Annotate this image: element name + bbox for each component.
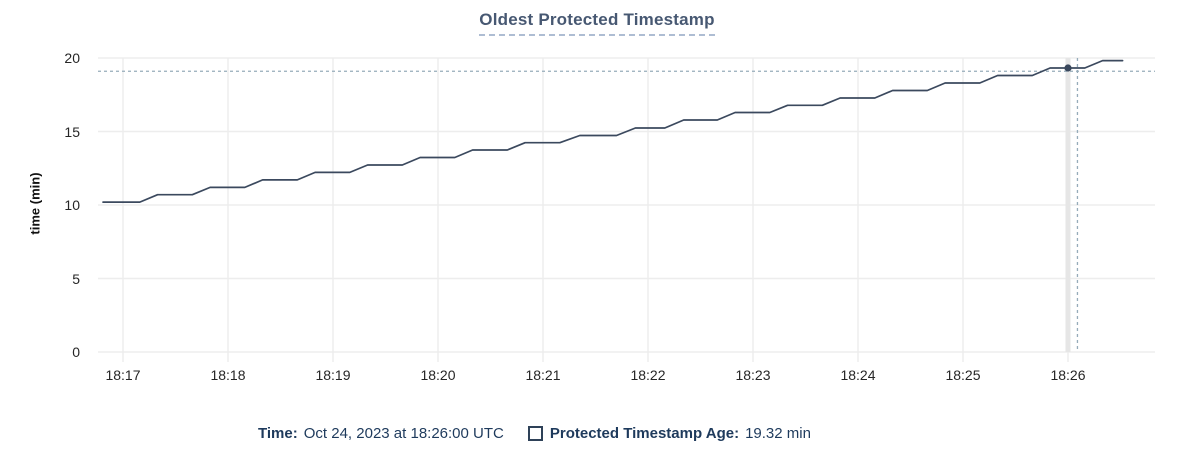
chart-legend: Time: Oct 24, 2023 at 18:26:00 UTC Prote… bbox=[258, 425, 811, 442]
y-tick-label: 5 bbox=[72, 270, 80, 287]
x-tick-label: 18:23 bbox=[735, 367, 771, 383]
hover-guideline bbox=[1065, 58, 1071, 352]
series-checkbox-icon[interactable] bbox=[527, 426, 543, 441]
x-tick-label: 18:24 bbox=[840, 367, 876, 383]
series-value: 19.32 min bbox=[745, 425, 811, 442]
y-tick-label: 10 bbox=[64, 197, 80, 213]
time-value: Oct 24, 2023 at 18:26:00 UTC bbox=[303, 425, 504, 442]
chart-title[interactable]: Oldest Protected Timestamp bbox=[479, 10, 715, 36]
x-tick-label: 18:21 bbox=[525, 367, 561, 383]
hover-point-dot bbox=[1064, 64, 1072, 72]
x-tick-label: 18:18 bbox=[210, 367, 246, 383]
x-tick-label: 18:26 bbox=[1050, 367, 1086, 383]
chart-title-wrap: Oldest Protected Timestamp bbox=[0, 10, 1194, 36]
x-tick-label: 18:20 bbox=[420, 367, 456, 383]
y-tick-label: 20 bbox=[64, 50, 80, 66]
y-tick-label: 0 bbox=[72, 344, 80, 360]
x-tick-label: 18:22 bbox=[630, 367, 666, 383]
series-line bbox=[102, 59, 1124, 203]
series-label: Protected Timestamp Age: bbox=[549, 425, 740, 442]
x-tick-label: 18:25 bbox=[945, 367, 981, 383]
x-tick-label: 18:17 bbox=[105, 367, 141, 383]
time-label: Time: bbox=[258, 425, 298, 442]
y-tick-label: 15 bbox=[64, 123, 80, 140]
x-tick-label: 18:19 bbox=[315, 367, 351, 383]
